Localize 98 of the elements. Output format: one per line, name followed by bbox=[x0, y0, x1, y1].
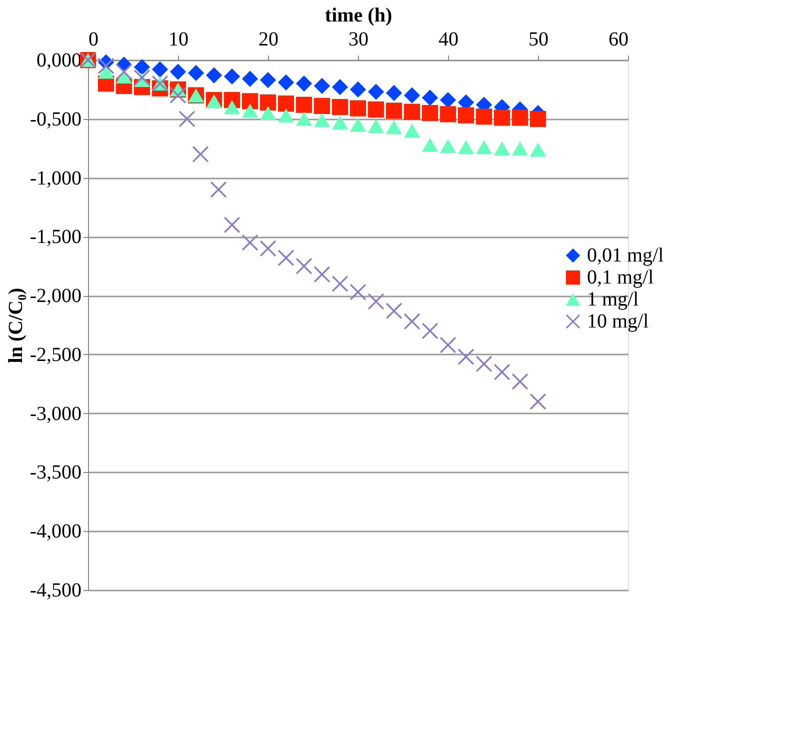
point bbox=[476, 108, 492, 125]
point bbox=[512, 141, 528, 156]
point bbox=[458, 348, 474, 365]
point bbox=[314, 266, 330, 282]
point bbox=[476, 356, 492, 372]
point bbox=[296, 75, 312, 92]
point bbox=[476, 140, 492, 154]
point bbox=[170, 87, 186, 104]
point bbox=[512, 373, 528, 390]
point bbox=[440, 138, 456, 153]
point bbox=[242, 93, 258, 110]
point bbox=[458, 140, 474, 154]
y-tick-label: -1,000 bbox=[30, 167, 82, 190]
point bbox=[386, 102, 402, 119]
point bbox=[134, 59, 150, 76]
point bbox=[422, 104, 438, 122]
point bbox=[188, 64, 204, 82]
point bbox=[178, 110, 196, 127]
legend-label: 10 mg/l bbox=[587, 310, 650, 332]
point bbox=[530, 110, 546, 127]
point bbox=[242, 234, 258, 251]
point bbox=[278, 108, 294, 122]
point bbox=[386, 302, 402, 319]
y-tick-label: -2,500 bbox=[30, 344, 82, 366]
point bbox=[242, 104, 258, 118]
point bbox=[350, 118, 366, 132]
point bbox=[278, 74, 294, 90]
point bbox=[170, 64, 186, 80]
point bbox=[98, 58, 114, 74]
y-tick-label: -4,000 bbox=[30, 520, 82, 543]
point bbox=[296, 96, 312, 113]
point bbox=[350, 284, 366, 300]
y-tick-label: -1,500 bbox=[30, 226, 82, 248]
point bbox=[458, 107, 474, 124]
point bbox=[134, 70, 150, 86]
point bbox=[296, 258, 312, 274]
point bbox=[494, 141, 510, 156]
point bbox=[260, 72, 276, 88]
point bbox=[440, 92, 456, 108]
point bbox=[404, 313, 420, 330]
point bbox=[386, 84, 402, 102]
point bbox=[224, 100, 240, 114]
point bbox=[404, 87, 420, 104]
point bbox=[512, 110, 528, 126]
point bbox=[440, 106, 456, 122]
point bbox=[404, 104, 420, 120]
x-tick-label: 50 bbox=[528, 28, 548, 50]
y-tick-label: -4,500 bbox=[30, 580, 82, 602]
point bbox=[242, 70, 258, 87]
point bbox=[260, 240, 276, 257]
point bbox=[368, 118, 384, 133]
point bbox=[224, 216, 240, 233]
legend-label: 0,1 mg/l bbox=[587, 266, 654, 288]
x-tick-label: 60 bbox=[608, 28, 628, 50]
point bbox=[422, 138, 438, 152]
x-tick-label: 40 bbox=[438, 28, 458, 50]
point bbox=[368, 84, 384, 100]
point bbox=[404, 124, 420, 138]
point bbox=[314, 98, 330, 114]
point bbox=[332, 115, 348, 130]
point bbox=[278, 96, 294, 112]
legend-label: 1 mg/l bbox=[587, 288, 640, 310]
point bbox=[494, 364, 510, 380]
point bbox=[278, 250, 294, 266]
point bbox=[350, 81, 366, 98]
y-tick-label: 0,000 bbox=[36, 50, 82, 72]
point bbox=[260, 106, 276, 120]
point bbox=[314, 113, 330, 128]
point bbox=[530, 393, 546, 410]
point bbox=[368, 293, 384, 310]
point bbox=[368, 101, 384, 118]
x-tick-label: 20 bbox=[258, 28, 278, 50]
y-tick-label: -3,500 bbox=[30, 462, 82, 484]
x-tick-label: 10 bbox=[168, 28, 188, 50]
point bbox=[440, 336, 456, 354]
x-tick-label: 0 bbox=[88, 28, 98, 50]
point bbox=[314, 78, 330, 94]
point bbox=[386, 120, 402, 134]
point bbox=[350, 100, 366, 116]
point bbox=[332, 79, 348, 96]
x-axis-title: time (h) bbox=[324, 4, 392, 26]
x-tick-label: 30 bbox=[348, 28, 368, 50]
point bbox=[296, 112, 312, 126]
y-tick-label: -2,000 bbox=[30, 285, 82, 308]
point bbox=[422, 322, 438, 339]
point bbox=[530, 142, 546, 156]
y-tick-label: -0,500 bbox=[30, 108, 82, 130]
point bbox=[260, 94, 276, 110]
y-axis-title: ln (C/C₀) bbox=[4, 288, 27, 364]
point bbox=[210, 181, 227, 198]
point bbox=[206, 67, 222, 84]
point bbox=[332, 99, 348, 116]
point bbox=[422, 90, 438, 106]
y-tick-label: -3,000 bbox=[30, 402, 82, 425]
point bbox=[152, 61, 168, 78]
legend-label: 0,01 mg/l bbox=[587, 244, 664, 266]
point bbox=[494, 110, 510, 126]
point bbox=[224, 68, 240, 85]
